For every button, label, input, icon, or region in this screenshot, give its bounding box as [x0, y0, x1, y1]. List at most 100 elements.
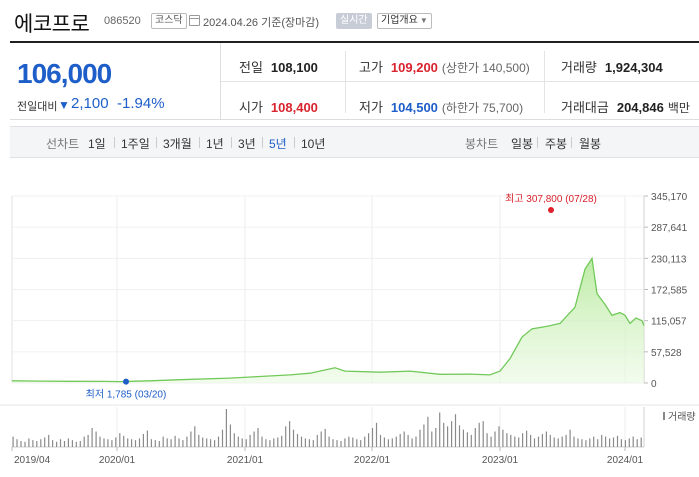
volume-bar: [624, 440, 626, 447]
volume-bar: [28, 438, 30, 447]
volume-bar: [379, 434, 382, 447]
volume-bar: [375, 422, 378, 447]
volume-bar: [48, 434, 50, 447]
volume-bar: [214, 440, 216, 447]
volume-bar: [612, 437, 615, 447]
volume-bar: [541, 434, 543, 447]
period-1d[interactable]: 1일: [88, 137, 106, 151]
volume-bar: [569, 429, 571, 447]
volume-bar: [526, 430, 528, 447]
volume-bar: [328, 436, 330, 447]
prev-close: 전일 108,100: [239, 57, 318, 76]
price-line: [11, 256, 645, 383]
volume: 거래량 1,924,304: [561, 57, 663, 76]
amount-label: 거래대금: [561, 100, 609, 115]
volume-bar: [585, 440, 587, 447]
volume-bar: [273, 438, 275, 447]
period-1w[interactable]: 1주일: [121, 137, 150, 151]
volume-bar: [518, 437, 520, 447]
period-divider: [294, 137, 295, 148]
x-tick-label: 2022/01: [354, 455, 391, 466]
volume-bar: [352, 437, 354, 447]
volume-bar: [221, 429, 224, 447]
period-10y[interactable]: 10년: [301, 137, 326, 151]
calendar-icon: [189, 15, 200, 26]
row-divider: [221, 81, 699, 82]
volume-bar: [549, 434, 551, 447]
volume-bar: [190, 431, 192, 447]
volume-bar: [514, 436, 516, 447]
volume-bar: [415, 436, 417, 447]
volume-bar: [229, 424, 231, 447]
amount-unit: 백만: [667, 101, 690, 115]
volume-bar: [360, 440, 362, 447]
volume-bar: [454, 414, 457, 447]
candle-monthly[interactable]: 월봉: [579, 137, 602, 151]
volume-bar: [166, 438, 168, 447]
volume-bar: [304, 438, 306, 447]
line-chart-label: 선차트: [46, 137, 80, 151]
volume-bar: [316, 434, 318, 447]
volume-bar: [533, 438, 536, 447]
price-chart-svg[interactable]: 345,170 287,641 230,113 172,585 115,057 57,52…: [0, 180, 699, 477]
period-3y[interactable]: 3년: [238, 137, 256, 151]
volume-bar: [12, 436, 14, 447]
volume-bar: [134, 440, 137, 447]
volume-bar: [24, 441, 26, 447]
volume-bar: [174, 435, 176, 447]
volume-bar: [597, 439, 599, 447]
y-tick-label: 172,585: [651, 286, 688, 297]
volume-bar: [344, 438, 346, 447]
period-5y[interactable]: 5년: [269, 137, 287, 151]
volume-bar: [395, 436, 397, 447]
volume-bar: [44, 437, 46, 447]
price-area-fill: [12, 258, 644, 383]
y-tick-label: 0: [651, 379, 657, 390]
volume-bar: [387, 439, 389, 447]
volume-bar: [632, 436, 634, 447]
volume-bar: [289, 421, 291, 447]
volume-bar: [616, 435, 619, 447]
market-badge: 코스닥: [151, 13, 187, 29]
y-tick-label: 57,528: [651, 348, 682, 359]
volume-bar: [131, 439, 133, 447]
price-chart[interactable]: 345,170 287,641 230,113 172,585 115,057 57,52…: [0, 180, 699, 477]
volume-value: 1,924,304: [604, 60, 663, 75]
period-1y[interactable]: 1년: [206, 137, 224, 151]
company-overview-label: 기업개요: [381, 15, 418, 26]
change-rate: -1.94%: [117, 95, 165, 112]
volume-bar: [277, 437, 279, 447]
volume-bar: [510, 434, 512, 447]
change-value: 2,100: [71, 95, 109, 112]
volume-bar: [123, 435, 125, 447]
volume-bar: [237, 436, 239, 447]
volume-bar: [16, 439, 18, 447]
period-divider: [156, 137, 157, 148]
volume-bar: [462, 429, 464, 447]
low-label: 저가: [359, 100, 383, 115]
realtime-button[interactable]: 실시간: [336, 13, 372, 29]
volume-bar: [494, 431, 496, 447]
candle-chart-label: 봉차트: [465, 137, 499, 151]
period-divider: [199, 137, 200, 148]
company-overview-button[interactable]: 기업개요 ▼: [377, 13, 432, 29]
max-point-marker: [548, 207, 554, 213]
volume-bar: [20, 441, 22, 447]
candle-weekly[interactable]: 주봉: [545, 137, 568, 151]
volume-bar: [186, 436, 188, 447]
volume-bar: [470, 434, 472, 447]
volume-bar: [119, 433, 121, 447]
x-tick-label: 2023/01: [482, 455, 519, 466]
volume-bar: [210, 439, 212, 447]
min-point-label: 최저 1,785 (03/20): [86, 389, 167, 401]
volume-bar: [261, 436, 263, 447]
volume-bar: [99, 436, 101, 447]
volume-bar: [581, 439, 583, 447]
candle-daily[interactable]: 일봉: [511, 137, 534, 151]
volume-bar: [506, 433, 508, 447]
period-3m[interactable]: 3개월: [163, 137, 192, 151]
volume-bar: [324, 428, 326, 447]
volume-bar: [628, 438, 630, 447]
volume-bar: [478, 422, 480, 447]
volume-bar: [601, 434, 603, 447]
